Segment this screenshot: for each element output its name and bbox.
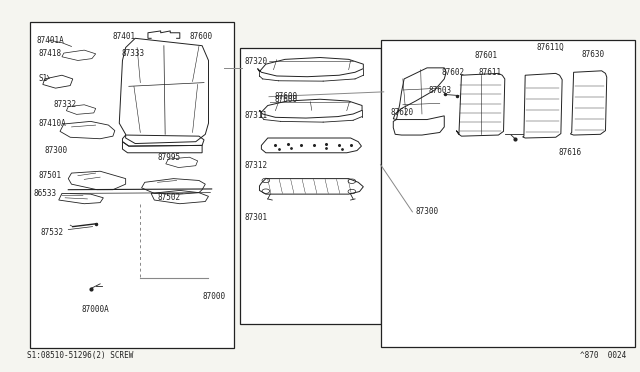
Text: 87401A: 87401A (36, 36, 64, 45)
Bar (241, 48, 381, 324)
Text: 87410A: 87410A (38, 119, 66, 128)
Text: 87532: 87532 (41, 228, 64, 237)
Text: 87000: 87000 (203, 292, 226, 301)
Text: 87312: 87312 (245, 161, 268, 170)
Text: 87616: 87616 (559, 148, 582, 157)
Text: 87320: 87320 (245, 57, 268, 66)
Text: 87000A: 87000A (81, 305, 109, 314)
Text: 87630: 87630 (581, 50, 604, 59)
Text: 87611: 87611 (478, 68, 501, 77)
Text: S1:08510-51296(2) SCREW: S1:08510-51296(2) SCREW (27, 351, 133, 360)
Text: 86533: 86533 (33, 189, 56, 198)
Text: 87501: 87501 (38, 171, 61, 180)
Text: 87600: 87600 (274, 92, 297, 101)
Text: 87601: 87601 (474, 51, 497, 60)
Text: 87300: 87300 (45, 147, 68, 155)
Text: 87401: 87401 (113, 32, 136, 41)
Text: 87600: 87600 (274, 95, 297, 104)
Text: 87995: 87995 (157, 153, 180, 162)
Text: 87332: 87332 (54, 100, 77, 109)
Text: S1: S1 (38, 74, 47, 83)
Text: 87333: 87333 (121, 49, 144, 58)
Text: 87611Q: 87611Q (537, 43, 564, 52)
Text: 87603: 87603 (428, 86, 451, 94)
Text: 87620: 87620 (390, 108, 413, 117)
Bar (30, 22, 234, 349)
Text: 87600: 87600 (189, 32, 212, 41)
Text: 87301: 87301 (245, 213, 268, 222)
Text: ^870  0024: ^870 0024 (580, 351, 626, 360)
Text: 87602: 87602 (441, 68, 464, 77)
Text: 87300: 87300 (415, 207, 438, 217)
Text: 87502: 87502 (157, 193, 180, 202)
Bar (381, 40, 636, 347)
Text: 87311: 87311 (245, 111, 268, 121)
Text: 87418: 87418 (38, 49, 61, 58)
